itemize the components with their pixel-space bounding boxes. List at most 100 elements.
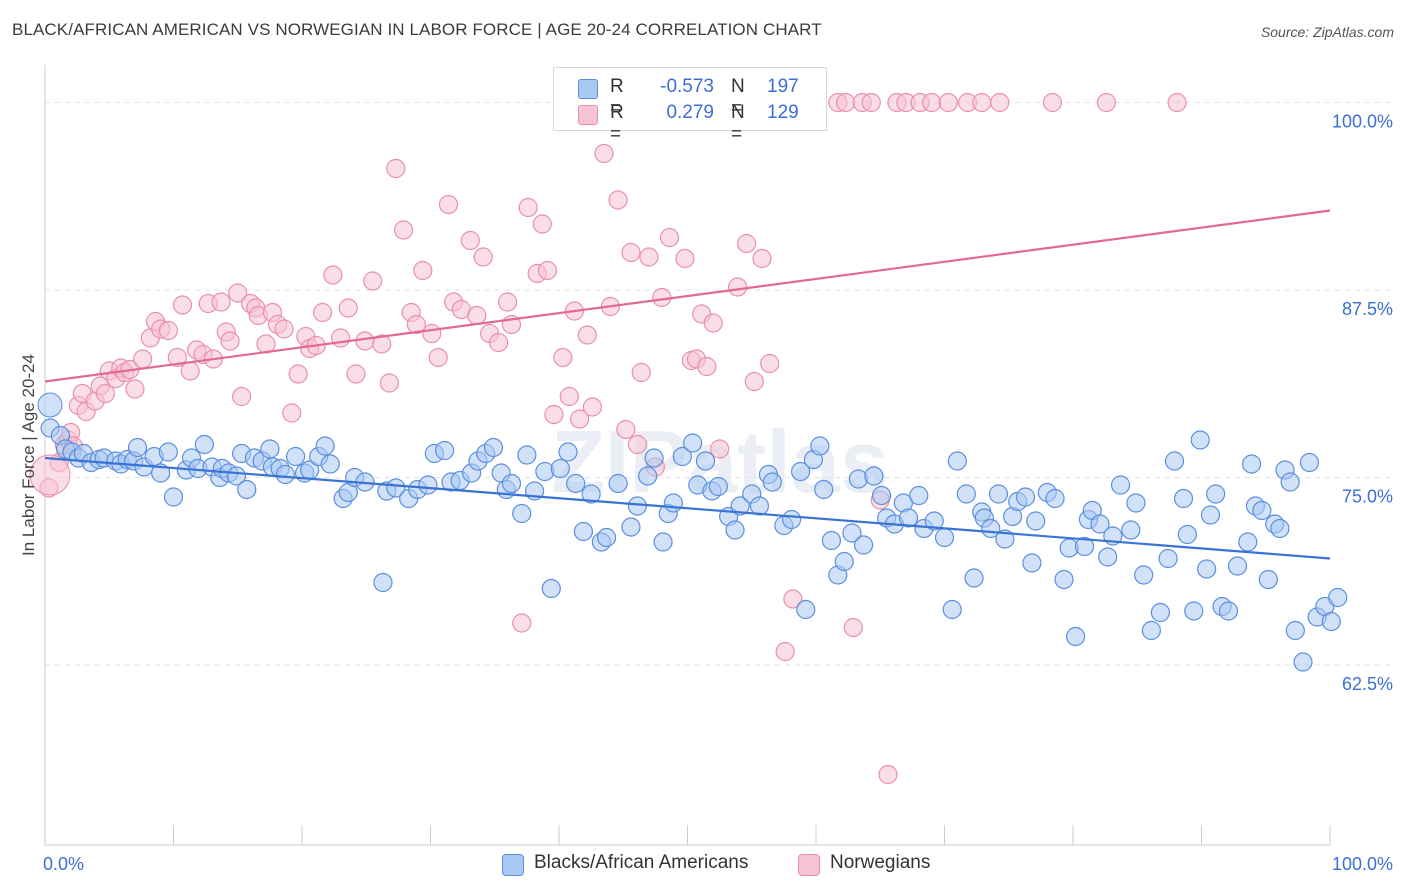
- blacks-point: [1328, 587, 1348, 608]
- blacks-point: [573, 521, 594, 542]
- norwegians-point: [608, 190, 628, 210]
- blacks-point: [194, 434, 214, 455]
- blacks-point: [956, 484, 976, 504]
- blacks-point: [695, 451, 716, 471]
- blacks-point: [672, 446, 692, 467]
- blacks-point: [842, 523, 862, 543]
- norwegians-point: [372, 334, 392, 354]
- norwegians-point: [29, 454, 71, 496]
- blacks-point: [158, 442, 178, 462]
- blacks-point: [501, 473, 522, 494]
- norwegians-point: [577, 325, 597, 345]
- norwegians-point: [594, 143, 614, 164]
- norwegians-point: [616, 419, 636, 440]
- norwegians-point: [843, 617, 863, 638]
- norwegians-point: [728, 277, 748, 297]
- blacks-point: [386, 478, 406, 498]
- x-tick-label: 100.0%: [1332, 854, 1393, 874]
- norwegians-point: [460, 230, 480, 251]
- norwegians-point: [180, 361, 200, 381]
- axes: [44, 65, 1331, 846]
- norwegians-point: [355, 331, 375, 351]
- blacks-point: [653, 532, 673, 552]
- norwegians-point: [697, 356, 717, 377]
- blacks-point: [790, 461, 811, 482]
- series-legend: Blacks/African Americans Norwegians: [0, 852, 1406, 878]
- norwegians-point: [312, 302, 333, 323]
- blacks-point: [1270, 518, 1290, 539]
- blacks-point: [898, 508, 919, 528]
- blacks-point: [1164, 451, 1185, 471]
- blacks-point: [541, 578, 561, 599]
- legend-swatch-blue: [578, 79, 598, 99]
- blacks-point: [621, 517, 641, 537]
- norwegians-trend-line: [44, 209, 1331, 383]
- y-axis-title: In Labor Force | Age 20-24: [19, 354, 38, 556]
- norwegians-point: [220, 331, 240, 351]
- norwegians-point: [518, 197, 538, 218]
- blacks-point: [1299, 452, 1320, 473]
- blacks-point: [781, 509, 802, 530]
- norwegians-point: [467, 305, 487, 326]
- norwegians-point: [473, 247, 493, 267]
- r-label: R =: [610, 76, 624, 119]
- norwegians-point: [775, 641, 795, 662]
- blacks-point: [924, 511, 944, 531]
- norwegians-point: [631, 362, 651, 383]
- blacks-point: [1177, 524, 1197, 545]
- norwegians-point: [878, 764, 898, 785]
- blacks-point: [1074, 536, 1095, 557]
- norwegians-point: [323, 265, 343, 285]
- norwegians-point: [422, 323, 442, 344]
- correlation-legend: R = -0.573 N = 197 R = 0.279 N = 129: [553, 67, 827, 145]
- blacks-point: [1015, 487, 1036, 507]
- blacks-point: [1150, 602, 1170, 623]
- source-credit: Source: ZipAtlas.com: [1260, 24, 1394, 40]
- norwegians-point: [95, 383, 115, 404]
- trend-lines: [44, 209, 1331, 560]
- blacks-point: [848, 469, 869, 489]
- norwegians-point: [627, 434, 647, 455]
- blacks-point: [834, 551, 854, 572]
- gridlines: [45, 102, 1396, 666]
- norwegians-point: [972, 92, 992, 113]
- norwegians-point: [990, 92, 1010, 113]
- blacks-point: [1197, 559, 1217, 579]
- norwegians-point: [559, 386, 579, 407]
- norwegians-point: [167, 347, 187, 368]
- norwegians-point: [569, 409, 590, 429]
- norwegians-point: [158, 320, 178, 341]
- blacks-point: [1158, 548, 1178, 569]
- norwegians-point: [498, 292, 518, 312]
- x-tick-label: 0.0%: [43, 854, 84, 874]
- blacks-point: [320, 454, 340, 474]
- norwegians-point: [489, 332, 509, 353]
- blacks-point: [627, 496, 647, 516]
- blacks-point: [1054, 569, 1074, 590]
- blacks-point: [1242, 454, 1262, 474]
- blacks-point: [37, 392, 63, 418]
- blacks-point: [708, 476, 728, 497]
- norwegians-point: [413, 260, 433, 281]
- norwegians-point: [228, 283, 248, 303]
- norwegians-point: [125, 379, 145, 399]
- blacks-point: [964, 568, 984, 588]
- blacks-point: [1045, 488, 1065, 509]
- blacks-point: [260, 439, 280, 459]
- n-label: N =: [731, 102, 745, 145]
- blacks-point: [864, 466, 884, 486]
- blacks-point: [483, 437, 504, 458]
- blacks-point: [821, 530, 842, 551]
- blacks-point: [1321, 611, 1341, 632]
- blacks-point: [1218, 601, 1239, 621]
- norwegians-point: [621, 242, 641, 263]
- blacks-point: [1238, 532, 1258, 552]
- blacks-point: [596, 527, 617, 548]
- blacks-point: [814, 479, 834, 500]
- legend-swatch-pink: [578, 105, 598, 125]
- norwegians-point: [428, 347, 448, 368]
- y-tick-label: 75.0%: [1342, 487, 1393, 507]
- blacks-point: [608, 473, 628, 494]
- norwegians-point: [1167, 92, 1187, 113]
- blacks-point: [535, 461, 555, 482]
